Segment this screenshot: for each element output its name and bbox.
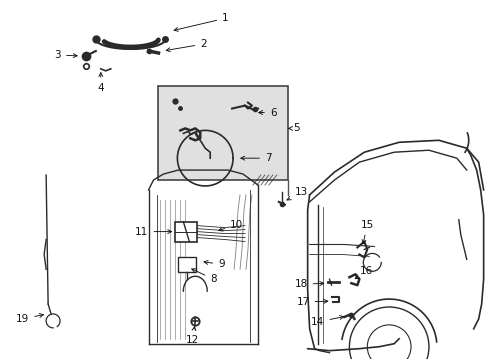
Text: 12: 12 [186,327,199,345]
Text: 19: 19 [16,314,44,324]
Text: 17: 17 [296,297,328,307]
Text: 7: 7 [241,153,271,163]
Text: 11: 11 [135,226,172,237]
Text: 10: 10 [219,220,243,231]
Bar [158,86,288,180]
Text: 3: 3 [54,50,77,60]
Text: 8: 8 [192,269,217,284]
Text: 5: 5 [289,123,299,134]
Text: 6: 6 [259,108,276,117]
Text: 2: 2 [166,39,207,51]
Text: 1: 1 [174,13,229,31]
Text: 15: 15 [361,220,374,244]
Text: 9: 9 [204,259,225,269]
Text: 4: 4 [98,73,104,93]
Bar [175,222,197,242]
Text: 14: 14 [311,316,343,327]
Bar [178,257,196,272]
Text: 16: 16 [355,266,372,279]
Text: 18: 18 [294,279,324,289]
Text: 13: 13 [287,187,308,200]
